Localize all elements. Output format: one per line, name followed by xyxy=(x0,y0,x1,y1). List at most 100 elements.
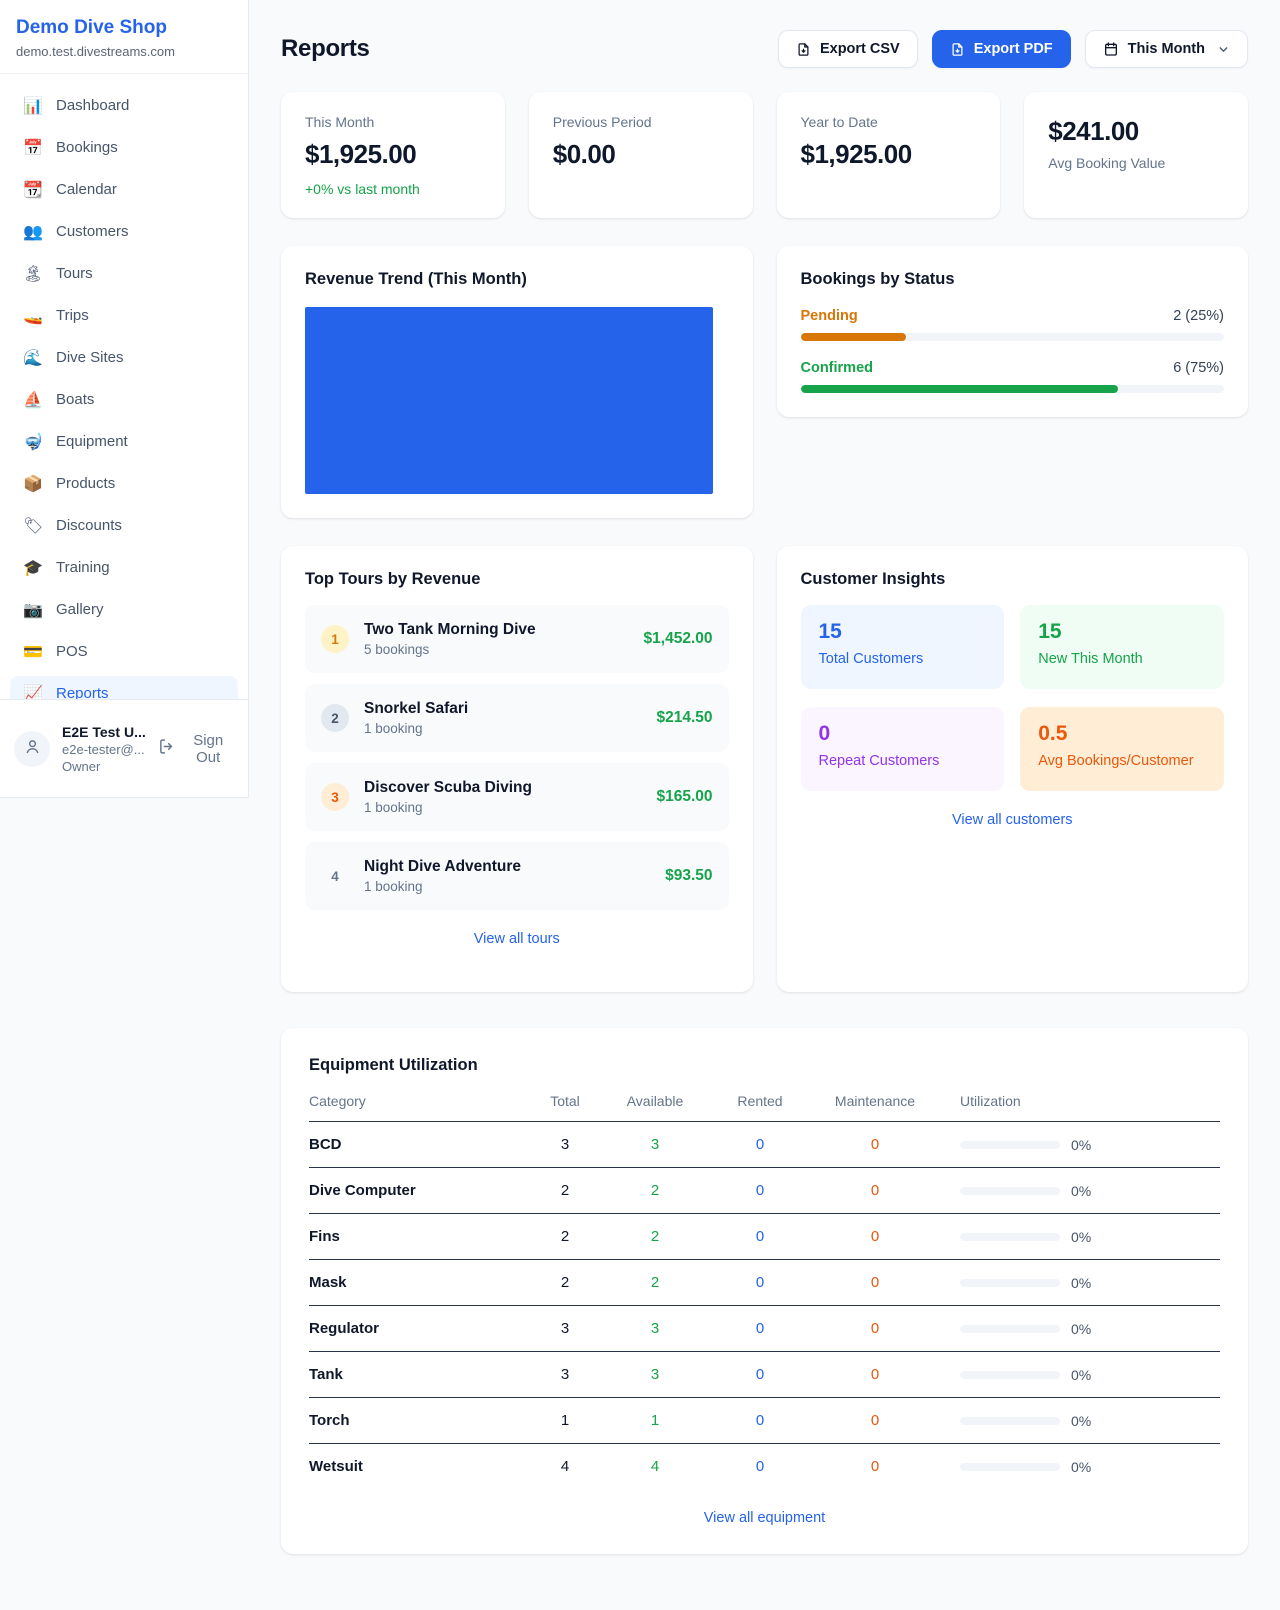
stat-card-previous-period: Previous Period $0.00 xyxy=(528,92,753,218)
utilization-percent: 0% xyxy=(1071,1274,1092,1291)
status-bar-fill xyxy=(800,385,1119,393)
table-row: Torch 1 1 0 0 0% xyxy=(309,1397,1220,1444)
customer-insights-panel: Customer Insights 15 Total Customers 15 New… xyxy=(776,546,1248,992)
tile-value: 15 xyxy=(818,620,842,643)
sidebar-item-label: Customers xyxy=(56,223,129,240)
view-all-equipment-link[interactable]: View all equipment xyxy=(703,1510,826,1526)
cell-utilization: 0% xyxy=(940,1259,1220,1306)
utilization-percent: 0% xyxy=(1071,1366,1092,1383)
view-all-tours-link[interactable]: View all tours xyxy=(473,931,560,947)
tour-name: Discover Scuba Diving xyxy=(364,779,532,796)
sidebar-item-pos[interactable]: 💳 POS xyxy=(10,634,238,669)
tour-info: Two Tank Morning Dive 5 bookings xyxy=(364,621,536,657)
stat-label: Previous Period xyxy=(552,114,652,130)
sidebar-item-tours[interactable]: 🏝 Tours xyxy=(10,256,238,291)
column-header: Utilization xyxy=(940,1093,1220,1122)
cell-maintenance: 0 xyxy=(810,1397,940,1444)
cell-available: 2 xyxy=(600,1167,710,1214)
user-info: E2E Test U... e2e-tester@... Owner xyxy=(62,724,146,774)
period-label: This Month xyxy=(1127,41,1205,57)
tour-name: Night Dive Adventure xyxy=(364,858,522,875)
sidebar-item-calendar[interactable]: 📆 Calendar xyxy=(10,172,238,207)
utilization: 0% xyxy=(960,1183,1220,1199)
sidebar-item-label: Tours xyxy=(56,265,93,282)
cell-category: Mask xyxy=(309,1259,530,1306)
cell-total: 4 xyxy=(560,1458,570,1475)
utilization-bar xyxy=(960,1140,1060,1149)
cell-utilization: 0% xyxy=(940,1167,1220,1214)
status-bar-fill xyxy=(800,333,907,341)
equipment-icon: 🤿 xyxy=(23,433,43,451)
file-download-icon xyxy=(796,42,811,57)
sidebar-item-bookings[interactable]: 📅 Bookings xyxy=(10,130,238,165)
utilization: 0% xyxy=(960,1137,1220,1153)
utilization-percent: 0% xyxy=(1071,1182,1092,1199)
cell-maintenance: 0 xyxy=(810,1259,940,1306)
export-pdf-button[interactable]: Export PDF xyxy=(931,30,1071,68)
sidebar-item-trips[interactable]: 🚤 Trips xyxy=(10,298,238,333)
user-panel: E2E Test U... e2e-tester@... Owner Sign … xyxy=(0,699,248,797)
sidebar-item-gallery[interactable]: 📷 Gallery xyxy=(10,592,238,627)
tile-label: Total Customers xyxy=(818,651,924,667)
sidebar-item-label: Calendar xyxy=(56,181,117,198)
sidebar-item-label: Training xyxy=(56,559,110,576)
sidebar-item-boats[interactable]: ⛵ Boats xyxy=(10,382,238,417)
brand-domain: demo.test.divestreams.com xyxy=(16,44,175,59)
cell-category: Fins xyxy=(309,1213,530,1260)
sidebar-item-dive-sites[interactable]: 🌊 Dive Sites xyxy=(10,340,238,375)
sidebar-item-training[interactable]: 🎓 Training xyxy=(10,550,238,585)
calendar-icon xyxy=(1103,41,1119,57)
period-dropdown[interactable]: This Month xyxy=(1084,30,1248,68)
utilization-percent: 0% xyxy=(1071,1136,1092,1153)
cell-available: 2 xyxy=(600,1259,710,1306)
equipment-utilization-title: Equipment Utilization xyxy=(309,1056,478,1074)
cell-category: Tank xyxy=(309,1351,530,1398)
view-all-customers-link[interactable]: View all customers xyxy=(951,812,1073,828)
column-header: Total xyxy=(530,1093,600,1122)
utilization-percent: 0% xyxy=(1071,1412,1092,1429)
tour-row: 1 Two Tank Morning Dive 5 bookings $1,452.0… xyxy=(305,605,729,673)
sidebar-item-discounts[interactable]: 🏷 Discounts xyxy=(10,508,238,543)
sidebar-item-label: Equipment xyxy=(56,433,128,450)
sidebar-item-dashboard[interactable]: 📊 Dashboard xyxy=(10,88,238,123)
user-name: E2E Test U... xyxy=(62,723,146,740)
stat-card-this-month: This Month $1,925.00 +0% vs last month xyxy=(281,92,505,218)
cell-utilization: 0% xyxy=(940,1213,1220,1260)
cell-maintenance: 0 xyxy=(870,1458,880,1475)
revenue-trend-title: Revenue Trend (This Month) xyxy=(305,270,527,288)
brand-name: Demo Dive Shop xyxy=(16,17,167,38)
export-pdf-label: Export PDF xyxy=(973,41,1053,57)
tour-bookings: 1 booking xyxy=(364,879,423,894)
tour-info: Night Dive Adventure 1 booking xyxy=(364,858,521,894)
cell-total: 3 xyxy=(530,1351,600,1398)
customers-icon: 👥 xyxy=(23,223,43,241)
status-count: 6 (75%) xyxy=(1173,360,1224,376)
cell-available: 3 xyxy=(600,1121,710,1168)
export-csv-button[interactable]: Export CSV xyxy=(777,30,918,68)
user-role: Owner xyxy=(62,758,101,774)
utilization-bar xyxy=(960,1416,1060,1425)
stat-delta: +0% vs last month xyxy=(305,181,420,197)
sidebar-item-label: Reports xyxy=(56,685,109,702)
status-bar-track xyxy=(800,333,1224,341)
table-row: Fins 2 2 0 0 0% xyxy=(309,1213,1220,1260)
avatar xyxy=(14,730,50,767)
stat-label: This Month xyxy=(305,114,375,130)
sidebar-item-equipment[interactable]: 🤿 Equipment xyxy=(10,424,238,459)
insight-tile-avg-bookings-customer: 0.5 Avg Bookings/Customer xyxy=(1020,707,1224,791)
brand: Demo Dive Shop demo.test.divestreams.com xyxy=(0,0,248,74)
insight-tiles: 15 Total Customers 15 New This Month 0 Repeat… xyxy=(800,605,1224,791)
equipment-table-header: Category Total Available Rented Maintenance U… xyxy=(309,1093,1220,1122)
sidebar-item-customers[interactable]: 👥 Customers xyxy=(10,214,238,249)
cell-rented: 0 xyxy=(710,1121,810,1168)
cell-rented: 0 xyxy=(710,1305,810,1352)
sign-out-label: Sign Out xyxy=(193,731,224,766)
sidebar-item-products[interactable]: 📦 Products xyxy=(10,466,238,501)
insight-tile-total-customers: 15 Total Customers xyxy=(800,605,1005,689)
tile-label: Repeat Customers xyxy=(818,753,940,769)
tour-rows: 1 Two Tank Morning Dive 5 bookings $1,452.0… xyxy=(305,605,729,910)
user-icon xyxy=(23,737,42,761)
user-email: e2e-tester@... xyxy=(62,741,145,757)
sign-out-button[interactable]: Sign Out xyxy=(158,732,234,766)
calendar-icon: 📆 xyxy=(23,181,43,199)
